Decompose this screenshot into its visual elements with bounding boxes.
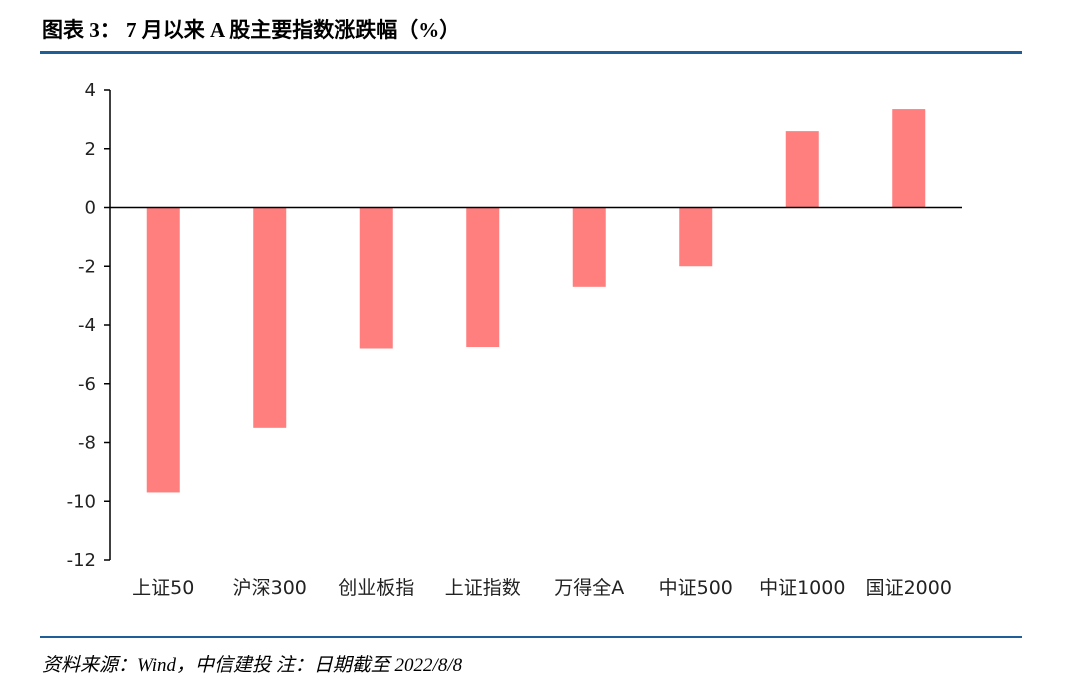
y-axis: 4 2 0 -2 -4 -6 -8 -10 -12 bbox=[67, 80, 111, 571]
bar bbox=[892, 109, 926, 208]
y-tick-label: -12 bbox=[67, 550, 96, 571]
category-label: 创业板指 bbox=[338, 577, 414, 599]
bar bbox=[785, 131, 819, 208]
bar-chart: 4 2 0 -2 -4 -6 -8 -10 -12 上证50 沪深300 创业板指 上证指数 万得全A 中… bbox=[67, 80, 962, 599]
bottom-rule bbox=[40, 636, 1022, 638]
category-label: 上证50 bbox=[132, 577, 194, 599]
bar bbox=[359, 207, 393, 349]
y-tick-label: -4 bbox=[78, 315, 96, 336]
bar bbox=[679, 207, 713, 267]
bar bbox=[146, 207, 180, 493]
y-tick-label: 4 bbox=[85, 80, 96, 101]
y-tick-label: -2 bbox=[78, 256, 96, 277]
category-labels: 上证50 沪深300 创业板指 上证指数 万得全A 中证500 中证1000 国证2000 bbox=[132, 577, 952, 599]
category-label: 万得全A bbox=[554, 577, 624, 599]
bar bbox=[572, 207, 606, 287]
category-label: 国证2000 bbox=[866, 577, 952, 599]
category-label: 中证1000 bbox=[759, 577, 845, 599]
category-label: 上证指数 bbox=[445, 577, 521, 599]
y-tick-label: -6 bbox=[78, 374, 96, 395]
y-tick-label: 2 bbox=[85, 139, 96, 160]
category-label: 沪深300 bbox=[233, 577, 307, 599]
y-tick-label: -10 bbox=[67, 491, 96, 512]
category-label: 中证500 bbox=[659, 577, 733, 599]
bars bbox=[146, 109, 926, 493]
source-note: 资料来源：Wind，中信建投 注：日期截至 2022/8/8 bbox=[42, 655, 463, 676]
figure-title: 图表 3： 7 月以来 A 股主要指数涨跌幅（%） bbox=[42, 18, 461, 42]
bar bbox=[466, 207, 500, 348]
bar bbox=[253, 207, 287, 428]
y-tick-label: 0 bbox=[85, 198, 96, 219]
top-rule bbox=[40, 51, 1022, 54]
y-tick-label: -8 bbox=[78, 433, 96, 454]
